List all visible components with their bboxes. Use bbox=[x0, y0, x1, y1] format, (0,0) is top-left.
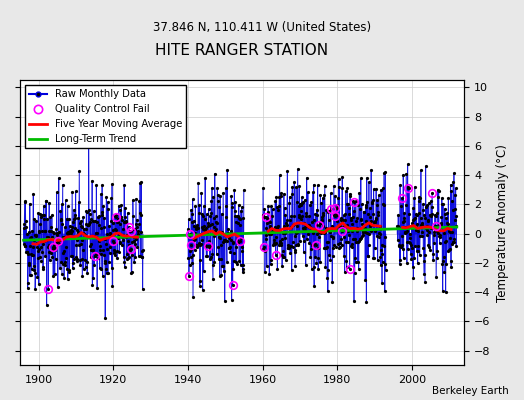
Text: 37.846 N, 110.411 W (United States): 37.846 N, 110.411 W (United States) bbox=[153, 21, 371, 34]
Legend: Raw Monthly Data, Quality Control Fail, Five Year Moving Average, Long-Term Tren: Raw Monthly Data, Quality Control Fail, … bbox=[25, 85, 186, 148]
Text: Berkeley Earth: Berkeley Earth bbox=[432, 386, 508, 396]
Y-axis label: Temperature Anomaly (°C): Temperature Anomaly (°C) bbox=[496, 144, 509, 302]
Title: HITE RANGER STATION: HITE RANGER STATION bbox=[156, 43, 329, 58]
